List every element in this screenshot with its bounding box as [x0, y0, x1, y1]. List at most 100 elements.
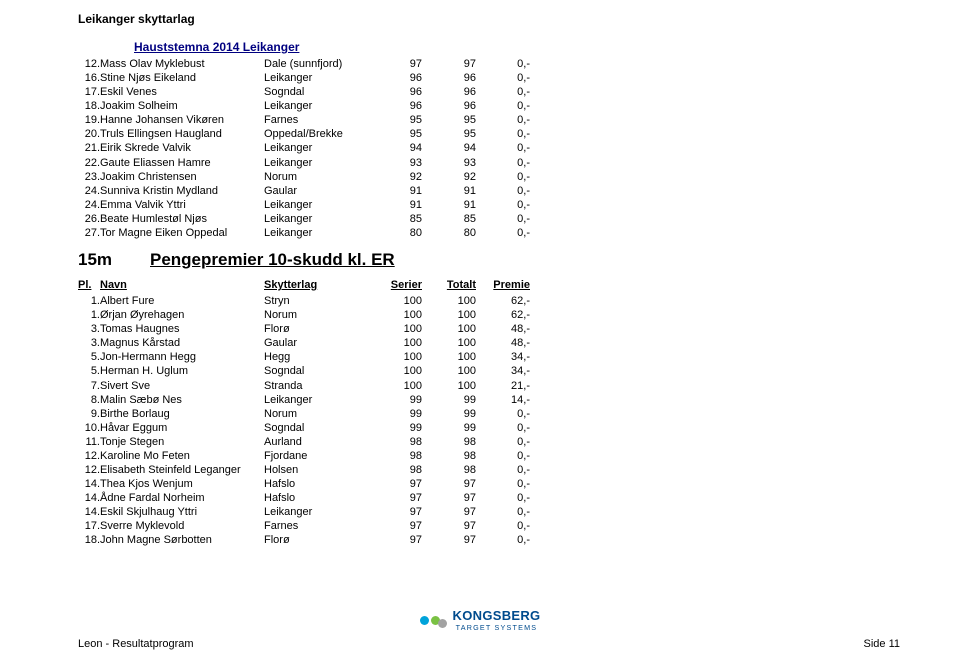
cell-pl: 5. — [78, 350, 100, 364]
cell-premie: 0,- — [476, 449, 530, 463]
cell-premie: 0,- — [476, 85, 530, 99]
cell-club: Hegg — [264, 350, 376, 364]
cell-serier: 85 — [376, 212, 422, 226]
cell-serier: 99 — [376, 393, 422, 407]
cell-pl: 3. — [78, 322, 100, 336]
cell-serier: 80 — [376, 226, 422, 240]
cell-name: Karoline Mo Feten — [100, 449, 264, 463]
cell-serier: 97 — [376, 519, 422, 533]
cell-premie: 48,- — [476, 322, 530, 336]
cell-totalt: 95 — [422, 113, 476, 127]
cell-pl: 16. — [78, 71, 100, 85]
cell-pl: 24. — [78, 198, 100, 212]
cell-serier: 100 — [376, 294, 422, 308]
cell-name: Ådne Fardal Norheim — [100, 491, 264, 505]
cell-totalt: 97 — [422, 477, 476, 491]
cell-pl: 17. — [78, 519, 100, 533]
cell-club: Norum — [264, 407, 376, 421]
cell-club: Norum — [264, 170, 376, 184]
table-row: 23.Joakim ChristensenNorum92920,- — [78, 170, 530, 184]
cell-name: Eirik Skrede Valvik — [100, 141, 264, 155]
cell-totalt: 100 — [422, 336, 476, 350]
table-row: 7.Sivert SveStranda10010021,- — [78, 379, 530, 393]
logo-main-text: KONGSBERG — [453, 608, 541, 623]
cell-club: Farnes — [264, 113, 376, 127]
cell-serier: 100 — [376, 379, 422, 393]
cell-totalt: 80 — [422, 226, 476, 240]
cell-totalt: 98 — [422, 463, 476, 477]
cell-totalt: 100 — [422, 322, 476, 336]
cell-name: Hanne Johansen Vikøren — [100, 113, 264, 127]
cell-premie: 0,- — [476, 226, 530, 240]
cell-totalt: 97 — [422, 57, 476, 71]
table-row: 3.Magnus KårstadGaular10010048,- — [78, 336, 530, 350]
cell-club: Leikanger — [264, 505, 376, 519]
cell-premie: 62,- — [476, 294, 530, 308]
cell-pl: 26. — [78, 212, 100, 226]
header-premie: Premie — [476, 278, 530, 294]
cell-name: Eskil Skjulhaug Yttri — [100, 505, 264, 519]
cell-serier: 98 — [376, 435, 422, 449]
cell-name: Jon-Hermann Hegg — [100, 350, 264, 364]
cell-club: Sogndal — [264, 364, 376, 378]
cell-name: Emma Valvik Yttri — [100, 198, 264, 212]
cell-premie: 0,- — [476, 57, 530, 71]
cell-name: Truls Ellingsen Haugland — [100, 127, 264, 141]
cell-pl: 24. — [78, 184, 100, 198]
cell-premie: 0,- — [476, 505, 530, 519]
cell-totalt: 99 — [422, 393, 476, 407]
cell-pl: 27. — [78, 226, 100, 240]
table-row: 14.Thea Kjos WenjumHafslo97970,- — [78, 477, 530, 491]
table-row: 18.John Magne SørbottenFlorø97970,- — [78, 533, 530, 547]
cell-club: Leikanger — [264, 156, 376, 170]
cell-serier: 99 — [376, 421, 422, 435]
table-row: 26.Beate Humlestøl NjøsLeikanger85850,- — [78, 212, 530, 226]
cell-pl: 23. — [78, 170, 100, 184]
cell-premie: 0,- — [476, 198, 530, 212]
cell-club: Leikanger — [264, 212, 376, 226]
cell-name: Sverre Myklevold — [100, 519, 264, 533]
footer-right: Side 11 — [864, 638, 901, 650]
kongsberg-logo: KONGSBERG TARGET SYSTEMS — [420, 608, 541, 632]
cell-pl: 3. — [78, 336, 100, 350]
header-name: Navn — [100, 278, 264, 294]
cell-name: John Magne Sørbotten — [100, 533, 264, 547]
table-row: 10.Håvar EggumSogndal99990,- — [78, 421, 530, 435]
cell-premie: 34,- — [476, 364, 530, 378]
cell-premie: 0,- — [476, 113, 530, 127]
table-header-row: Pl. Navn Skytterlag Serier Totalt Premie — [78, 278, 530, 294]
cell-premie: 0,- — [476, 533, 530, 547]
cell-premie: 0,- — [476, 170, 530, 184]
cell-name: Sunniva Kristin Mydland — [100, 184, 264, 198]
cell-serier: 100 — [376, 336, 422, 350]
section-heading: 15mPengepremier 10-skudd kl. ER — [78, 250, 960, 270]
cell-premie: 14,- — [476, 393, 530, 407]
header-club: Skytterlag — [264, 278, 376, 294]
table-row: 9.Birthe BorlaugNorum99990,- — [78, 407, 530, 421]
table-row: 11.Tonje StegenAurland98980,- — [78, 435, 530, 449]
table-row: 1.Ørjan ØyrehagenNorum10010062,- — [78, 308, 530, 322]
cell-premie: 0,- — [476, 127, 530, 141]
cell-name: Stine Njøs Eikeland — [100, 71, 264, 85]
cell-name: Malin Sæbø Nes — [100, 393, 264, 407]
cell-serier: 99 — [376, 407, 422, 421]
cell-premie: 0,- — [476, 477, 530, 491]
cell-premie: 62,- — [476, 308, 530, 322]
cell-premie: 48,- — [476, 336, 530, 350]
cell-pl: 9. — [78, 407, 100, 421]
cell-pl: 18. — [78, 533, 100, 547]
cell-pl: 19. — [78, 113, 100, 127]
cell-pl: 14. — [78, 505, 100, 519]
cell-name: Herman H. Uglum — [100, 364, 264, 378]
cell-pl: 1. — [78, 308, 100, 322]
table-row: 5.Herman H. UglumSogndal10010034,- — [78, 364, 530, 378]
cell-premie: 0,- — [476, 99, 530, 113]
cell-club: Leikanger — [264, 226, 376, 240]
cell-serier: 95 — [376, 127, 422, 141]
cell-pl: 14. — [78, 491, 100, 505]
table-row: 12.Karoline Mo FetenFjordane98980,- — [78, 449, 530, 463]
cell-serier: 97 — [376, 533, 422, 547]
cell-serier: 96 — [376, 71, 422, 85]
cell-club: Stryn — [264, 294, 376, 308]
cell-totalt: 100 — [422, 294, 476, 308]
